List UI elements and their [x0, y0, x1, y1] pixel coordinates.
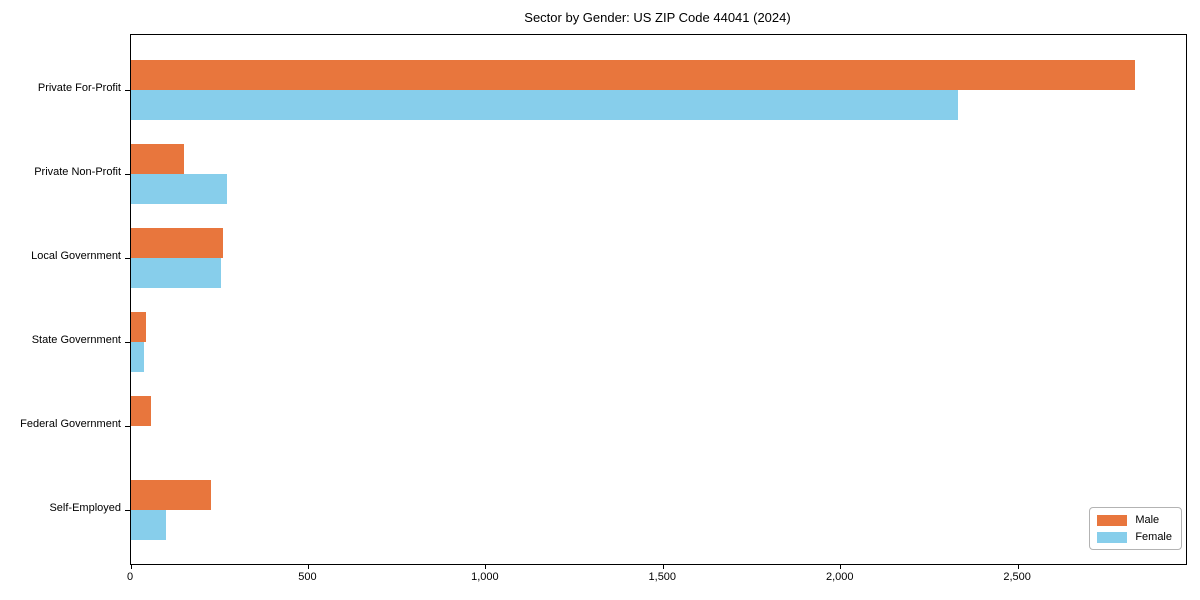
y-tick-label-self-employed: Self-Employed	[49, 502, 121, 514]
legend-label-male: Male	[1135, 514, 1160, 526]
bar-female-private-non-profit	[131, 174, 227, 204]
x-tick-label: 2,000	[825, 571, 854, 583]
x-tick	[662, 564, 664, 569]
y-tick	[125, 257, 130, 259]
bar-male-federal-government	[131, 396, 151, 426]
legend: Male Female	[1089, 507, 1182, 550]
legend-entry-male: Male	[1097, 514, 1172, 526]
bar-male-private-for-profit	[131, 60, 1136, 90]
x-tick-label: 0	[126, 571, 134, 583]
bar-male-local-government	[131, 228, 224, 258]
y-tick-label-local-government: Local Government	[31, 250, 121, 262]
x-tick-label: 2,500	[1003, 571, 1031, 583]
y-tick-label-state-government: State Government	[31, 334, 121, 346]
legend-swatch-female	[1097, 531, 1128, 543]
y-tick-label-federal-government: Federal Government	[20, 418, 121, 430]
y-tick	[125, 509, 130, 511]
y-tick	[125, 89, 130, 91]
y-tick	[125, 425, 130, 427]
plot-area: Male Female	[125, 34, 1187, 569]
legend-entry-female: Female	[1097, 531, 1172, 543]
x-tick-label: 1,500	[648, 571, 677, 583]
bar-male-private-non-profit	[131, 144, 185, 174]
bar-male-self-employed	[131, 480, 211, 510]
bar-female-private-for-profit	[131, 90, 958, 120]
x-tick	[307, 564, 309, 569]
x-tick	[1017, 564, 1019, 569]
x-tick	[485, 564, 487, 569]
y-tick-label-private-for-profit: Private For-Profit	[37, 82, 121, 94]
legend-swatch-male	[1097, 514, 1128, 526]
x-tick-label: 1,000	[471, 571, 499, 583]
y-tick	[125, 341, 130, 343]
y-tick	[125, 173, 130, 175]
x-tick-label: 500	[298, 571, 317, 583]
x-tick	[130, 564, 132, 569]
legend-label-female: Female	[1135, 531, 1172, 543]
y-tick-label-private-non-profit: Private Non-Profit	[34, 166, 121, 178]
bar-female-self-employed	[131, 510, 167, 540]
chart-title: Sector by Gender: US ZIP Code 44041 (202…	[524, 10, 791, 25]
bar-female-local-government	[131, 258, 222, 288]
bar-male-state-government	[131, 312, 146, 342]
x-tick	[840, 564, 842, 569]
bar-female-state-government	[131, 342, 144, 372]
